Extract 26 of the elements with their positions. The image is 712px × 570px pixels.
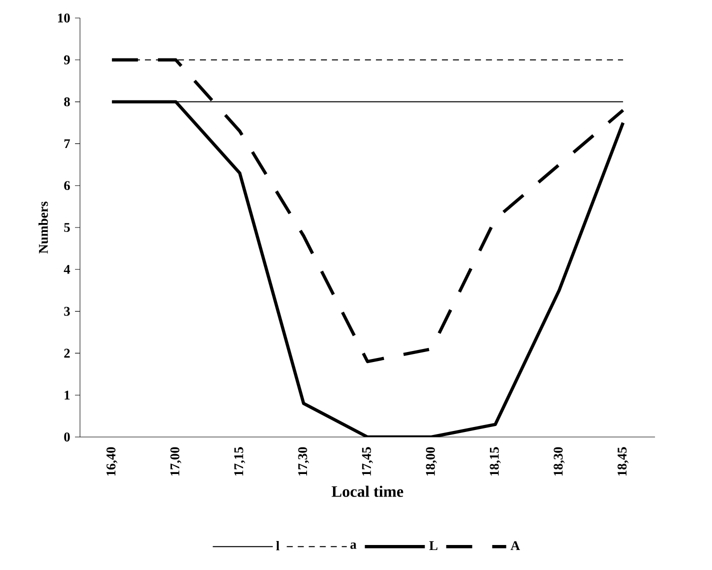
y-tick-label: 8 [64, 97, 70, 106]
y-tick-label: 5 [64, 223, 70, 232]
x-tick-label: 17,30 [298, 447, 310, 476]
y-tick-label: 4 [64, 265, 70, 274]
legend-label: A [510, 541, 520, 550]
y-axis-title: Numbers [38, 202, 48, 254]
x-tick-label: 17,45 [362, 447, 373, 476]
y-tick-label: 3 [64, 306, 70, 316]
y-tick-label: 10 [58, 14, 70, 22]
x-tick-label: 18,15 [490, 447, 501, 476]
legend-label: a [350, 542, 356, 549]
y-tick-label: 6 [64, 181, 70, 190]
y-tick-label: 1 [64, 390, 70, 400]
legend-label: L [429, 541, 438, 550]
y-tick-label: 2 [64, 348, 70, 358]
y-tick-label: 9 [64, 55, 70, 64]
legend-label: l [276, 541, 280, 550]
x-tick-label: 17,15 [234, 447, 246, 476]
x-axis-title: Local time [332, 486, 404, 497]
x-tick-label: 17,00 [170, 447, 182, 476]
x-tick-label: 16,40 [106, 447, 118, 476]
y-tick-label: 0 [64, 432, 70, 442]
x-tick-label: 18,00 [426, 447, 437, 476]
x-tick-label: 18,45 [618, 447, 629, 476]
x-tick-label: 18,30 [554, 447, 565, 476]
y-tick-label: 7 [64, 139, 70, 148]
